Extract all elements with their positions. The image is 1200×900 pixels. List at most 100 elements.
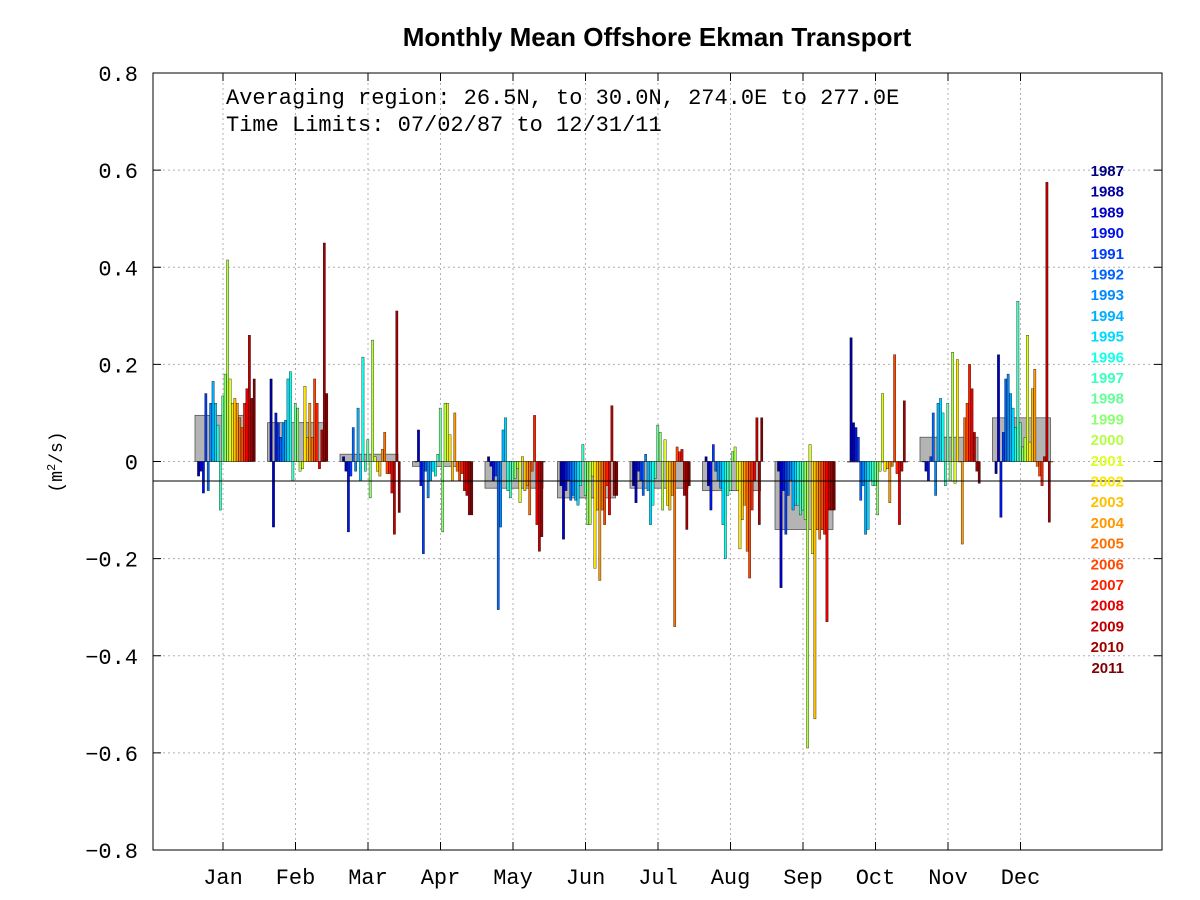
x-tick-label: Jun [566,866,606,891]
year-bar [219,461,222,511]
year-bar [211,381,215,462]
year-bar [956,359,959,462]
year-bar [939,398,942,462]
year-bar [279,437,283,462]
year-bar [748,461,751,579]
year-bar [830,461,834,511]
year-bar [975,461,979,472]
year-bar [356,407,360,462]
year-bar [733,446,737,462]
year-bar [419,461,423,486]
year-bar [487,456,490,462]
year-bar [922,461,925,463]
x-tick-label: Oct [856,866,896,891]
year-bar [228,378,232,462]
year-bar [721,461,725,525]
year-bar [651,461,655,506]
year-bar [1028,441,1032,462]
x-tick-label: Nov [928,866,968,891]
year-bar [948,461,952,482]
y-axis-label-tail: /s) [48,431,68,463]
year-bar [598,461,602,581]
year-bar [680,449,684,462]
legend-year: 1993 [1091,287,1124,304]
year-bar [373,456,377,462]
year-bar [924,461,928,472]
year-bar [494,461,498,477]
year-bar [318,461,321,469]
year-bar [639,461,643,482]
year-bar [303,386,307,462]
year-bar [293,403,297,462]
year-bar [977,461,981,484]
year-bar [731,451,735,462]
year-bar [900,461,904,472]
year-bar [905,461,909,463]
legend-year: 2002 [1091,474,1124,491]
year-bar [815,461,819,530]
year-bar [886,461,889,469]
year-bar [654,461,657,479]
year-bar [458,461,461,482]
year-bar [538,461,541,552]
year-bar [206,461,210,491]
legend-year: 1997 [1091,370,1124,387]
legend-year: 1992 [1091,267,1124,284]
year-bar [936,403,940,462]
legend-year: 1996 [1091,349,1124,366]
year-bar [199,461,203,472]
legend-year: 2000 [1091,432,1124,449]
year-bar [540,461,544,537]
year-bar [687,461,691,486]
year-bar [934,461,937,496]
year-bar [525,461,529,486]
year-bar [1035,461,1039,467]
year-bar [608,461,611,516]
year-bar [308,403,312,462]
y-tick-label: −0.8 [85,840,138,865]
year-bar [315,403,319,462]
year-bar [1031,388,1034,462]
year-bar [310,437,314,462]
year-bar [801,461,805,511]
year-bar [811,461,814,554]
year-bar [388,461,391,474]
year-bar [637,461,640,472]
year-bar [890,461,894,467]
year-bar [216,424,220,462]
year-bar [779,461,783,588]
year-bar [603,461,606,525]
year-bar [789,461,792,482]
year-bar [422,461,425,554]
year-bar [663,439,667,462]
year-bar [499,461,502,528]
annotation-time-limits: Time Limits: 07/02/87 to 12/31/11 [226,113,662,138]
year-bar [243,403,246,462]
year-bar [632,461,635,486]
year-bar [1023,437,1027,462]
year-bar [530,461,534,472]
year-bar [813,461,817,720]
year-bar [368,461,372,499]
year-bar [492,461,495,482]
y-axis-label: (m2/s) [45,431,68,492]
year-bar [666,461,669,506]
year-bar [661,461,664,511]
year-bar [240,427,244,462]
year-bar [958,461,962,463]
year-bar [719,461,722,489]
year-bar [296,407,300,462]
year-bar [1006,373,1010,462]
year-bar [866,461,870,530]
legend-year: 2009 [1091,618,1124,635]
year-bar [593,461,597,569]
year-bar [359,461,362,482]
year-bar [434,461,437,477]
year-bar [736,461,739,491]
year-bar [571,461,575,496]
year-bar [709,461,713,511]
year-bar [325,393,329,462]
year-bar [929,456,933,462]
year-bar [944,461,947,486]
legend-year: 2003 [1091,494,1124,511]
